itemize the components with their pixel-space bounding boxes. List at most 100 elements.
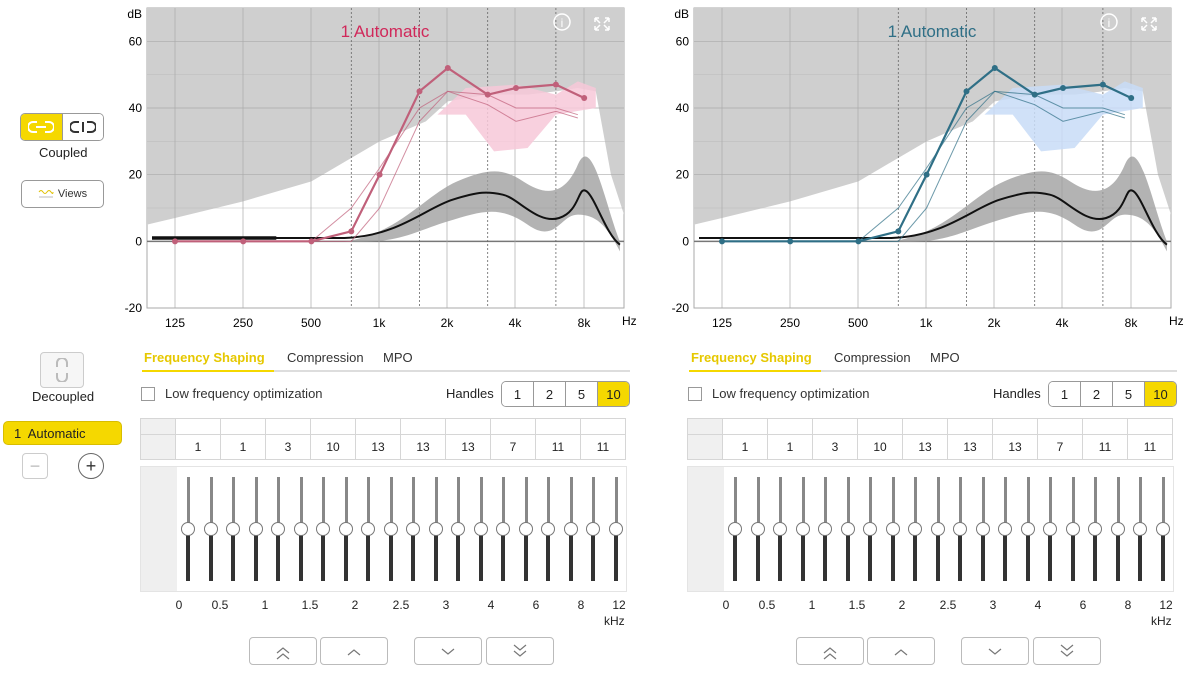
gain-slider[interactable] bbox=[383, 477, 398, 581]
slider-knob[interactable] bbox=[818, 522, 832, 536]
slider-knob[interactable] bbox=[586, 522, 600, 536]
slider-knob[interactable] bbox=[1043, 522, 1057, 536]
slider-knob[interactable] bbox=[728, 522, 742, 536]
gain-value[interactable]: 3 bbox=[812, 434, 858, 460]
curve-handle[interactable] bbox=[923, 171, 930, 178]
slider-knob[interactable] bbox=[541, 522, 555, 536]
gain-value[interactable]: 7 bbox=[1037, 434, 1083, 460]
slider-knob[interactable] bbox=[1065, 522, 1080, 536]
slider-knob[interactable] bbox=[1110, 522, 1125, 536]
fullscreen-icon[interactable] bbox=[1141, 17, 1157, 31]
slider-knob[interactable] bbox=[293, 522, 308, 536]
curve-handle[interactable] bbox=[240, 238, 247, 245]
gain-value[interactable]: 1 bbox=[767, 434, 813, 460]
slider-knob[interactable] bbox=[226, 522, 240, 536]
slider-knob[interactable] bbox=[563, 522, 578, 536]
slider-knob[interactable] bbox=[451, 522, 465, 536]
gain-slider[interactable] bbox=[728, 477, 742, 581]
gain-slider[interactable] bbox=[563, 477, 578, 581]
slider-knob[interactable] bbox=[930, 522, 945, 536]
curve-handle[interactable] bbox=[895, 228, 902, 235]
add-program-button[interactable]: + bbox=[78, 453, 104, 479]
audiogram-graph[interactable]: dB 60 40 20 0 -20 125 250 500 1k 2k 4k 8k Hz 1 Automat… bbox=[659, 0, 1200, 335]
views-button[interactable]: Views bbox=[21, 180, 104, 208]
gain-slider[interactable] bbox=[586, 477, 600, 581]
slider-knob[interactable] bbox=[998, 522, 1012, 536]
coupling-toggle[interactable] bbox=[20, 113, 104, 141]
slider-knob[interactable] bbox=[773, 522, 787, 536]
gain-down-button[interactable] bbox=[961, 637, 1029, 665]
gain-value[interactable]: 7 bbox=[490, 434, 536, 460]
gain-value[interactable]: 13 bbox=[947, 434, 993, 460]
gain-slider[interactable] bbox=[541, 477, 555, 581]
curve-handle[interactable] bbox=[719, 238, 725, 245]
info-icon[interactable]: i bbox=[553, 13, 571, 31]
gain-value[interactable]: 11 bbox=[580, 434, 626, 460]
tab-frequency-shaping[interactable]: Frequency Shaping bbox=[691, 350, 812, 365]
low-frequency-optimization[interactable]: Low frequency optimization bbox=[688, 386, 870, 401]
gain-slider[interactable] bbox=[608, 477, 623, 581]
slider-knob[interactable] bbox=[181, 522, 195, 536]
gain-slider[interactable] bbox=[338, 477, 353, 581]
gain-slider[interactable] bbox=[473, 477, 488, 581]
program-item-automatic[interactable]: 1 Automatic bbox=[3, 421, 122, 445]
gain-value[interactable]: 13 bbox=[445, 434, 491, 460]
info-icon[interactable]: i bbox=[1100, 13, 1118, 31]
handles-selector[interactable]: 1 2 5 10 bbox=[1048, 381, 1177, 407]
slider-knob[interactable] bbox=[518, 522, 533, 536]
gain-slider[interactable] bbox=[1020, 477, 1035, 581]
handles-selector[interactable]: 1 2 5 10 bbox=[501, 381, 630, 407]
gain-slider[interactable] bbox=[518, 477, 533, 581]
slider-knob[interactable] bbox=[496, 522, 510, 536]
slider-knob[interactable] bbox=[248, 522, 263, 536]
gain-value[interactable]: 11 bbox=[535, 434, 581, 460]
curve-handle[interactable] bbox=[416, 88, 423, 95]
handles-option[interactable]: 1 bbox=[1049, 382, 1080, 406]
gain-slider[interactable] bbox=[316, 477, 330, 581]
gain-value[interactable]: 3 bbox=[265, 434, 311, 460]
gain-slider[interactable] bbox=[1065, 477, 1080, 581]
tab-compression[interactable]: Compression bbox=[834, 350, 911, 365]
coupled-link-icon[interactable] bbox=[21, 114, 62, 140]
curve-handle[interactable] bbox=[172, 238, 178, 245]
gain-slider[interactable] bbox=[975, 477, 990, 581]
gain-value[interactable]: 11 bbox=[1082, 434, 1128, 460]
curve-handle[interactable] bbox=[991, 65, 998, 71]
slider-knob[interactable] bbox=[1133, 522, 1147, 536]
slider-knob[interactable] bbox=[1088, 522, 1102, 536]
curve-handle[interactable] bbox=[552, 81, 559, 88]
slider-knob[interactable] bbox=[473, 522, 488, 536]
gain-value[interactable]: 11 bbox=[1127, 434, 1173, 460]
curve-handle[interactable] bbox=[376, 171, 383, 178]
gain-slider[interactable] bbox=[930, 477, 945, 581]
tab-frequency-shaping[interactable]: Frequency Shaping bbox=[144, 350, 265, 365]
slider-knob[interactable] bbox=[908, 522, 922, 536]
slider-knob[interactable] bbox=[271, 522, 285, 536]
curve-handle[interactable] bbox=[1099, 81, 1106, 88]
gain-up-button[interactable] bbox=[320, 637, 388, 665]
gain-slider[interactable] bbox=[750, 477, 765, 581]
curve-handle[interactable] bbox=[855, 238, 862, 245]
curve-handle[interactable] bbox=[444, 65, 451, 71]
gain-slider[interactable] bbox=[1133, 477, 1147, 581]
handles-option[interactable]: 2 bbox=[1080, 382, 1112, 406]
curve-handle[interactable] bbox=[963, 88, 970, 95]
curve-handle[interactable] bbox=[513, 85, 519, 91]
gain-down-large-button[interactable] bbox=[1033, 637, 1101, 665]
gain-slider[interactable] bbox=[203, 477, 218, 581]
curve-handle[interactable] bbox=[1031, 91, 1038, 98]
gain-slider[interactable] bbox=[953, 477, 967, 581]
gain-slider[interactable] bbox=[428, 477, 443, 581]
gain-slider[interactable] bbox=[1043, 477, 1057, 581]
gain-value[interactable]: 13 bbox=[902, 434, 948, 460]
slider-knob[interactable] bbox=[383, 522, 398, 536]
tab-mpo[interactable]: MPO bbox=[930, 350, 960, 365]
gain-value[interactable]: 13 bbox=[400, 434, 446, 460]
gain-down-button[interactable] bbox=[414, 637, 482, 665]
gain-up-button[interactable] bbox=[867, 637, 935, 665]
gain-slider[interactable] bbox=[293, 477, 308, 581]
tab-mpo[interactable]: MPO bbox=[383, 350, 413, 365]
curve-handle[interactable] bbox=[787, 238, 794, 245]
fullscreen-icon[interactable] bbox=[594, 17, 610, 31]
handles-option[interactable]: 10 bbox=[1144, 382, 1176, 406]
